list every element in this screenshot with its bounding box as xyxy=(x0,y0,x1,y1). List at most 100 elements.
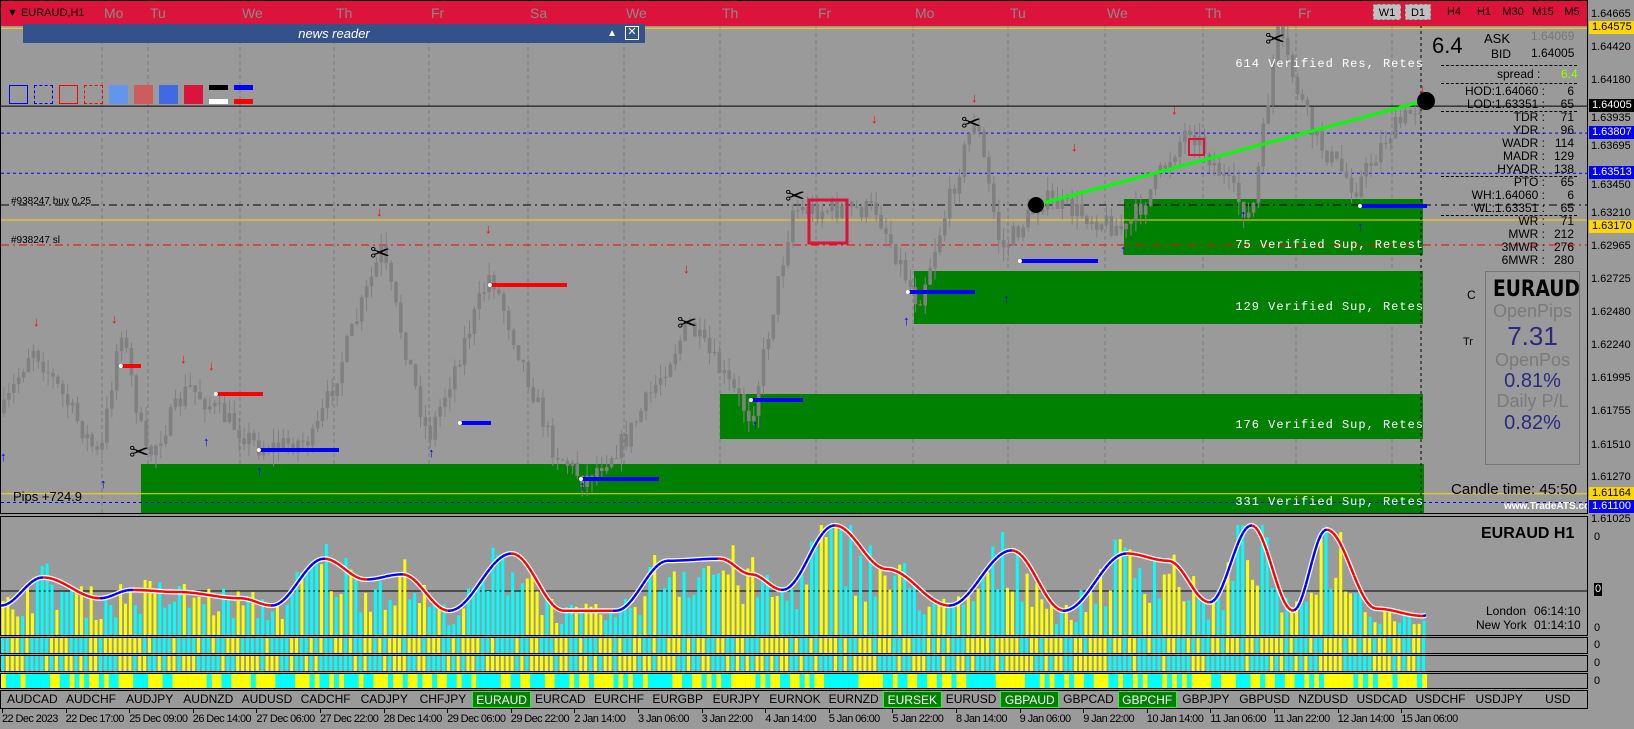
strip-segment xyxy=(716,674,722,688)
panel-symbol: EURAUD xyxy=(1492,277,1580,302)
candle xyxy=(1158,165,1163,173)
symbol-button-audnzd[interactable]: AUDNZD xyxy=(183,692,234,706)
timeframe-w1-button[interactable]: W1 xyxy=(1373,4,1401,20)
timeframe-m15[interactable]: M15 xyxy=(1532,6,1554,18)
strip-bar xyxy=(1113,638,1117,653)
strip-bar xyxy=(1417,638,1421,653)
strip-bar xyxy=(1157,656,1161,671)
fill-indianred-icon[interactable] xyxy=(134,85,153,104)
symbol-button-gbpjpy[interactable]: GBPJPY xyxy=(1182,692,1230,706)
osc-line xyxy=(1361,594,1368,602)
symbol-button-gbpusd[interactable]: GBPUSD xyxy=(1239,692,1290,706)
symbol-button-eurchf[interactable]: EURCHF xyxy=(594,692,644,706)
symbol-button-usdjpy[interactable]: USDJPY xyxy=(1475,692,1523,706)
osc-line xyxy=(51,577,56,581)
symbol-button-audcad[interactable]: AUDCAD xyxy=(6,692,58,706)
stop-loss-label[interactable]: #938247 sl xyxy=(11,235,60,246)
timeframe-h1[interactable]: H1 xyxy=(1476,6,1492,18)
symbol-button-eurnok[interactable]: EURNOK xyxy=(769,692,821,706)
osc-line xyxy=(533,576,540,584)
candle xyxy=(673,353,678,365)
line-blue-red-icon[interactable] xyxy=(234,85,253,104)
timeframe-m5[interactable]: M5 xyxy=(1564,6,1580,18)
strip-segment xyxy=(157,674,163,688)
strip-bar xyxy=(760,638,764,653)
strip-bar xyxy=(260,638,264,653)
rect-tool-blue-icon[interactable] xyxy=(9,85,28,104)
symbol-button-usd[interactable]: USD xyxy=(1545,692,1571,706)
rect-tool-blue-dashed-icon[interactable] xyxy=(34,85,53,104)
osc-bar xyxy=(99,619,103,635)
strip-segment xyxy=(1191,674,1197,688)
strip-segment xyxy=(687,674,692,688)
symbol-button-eurusd[interactable]: EURUSD xyxy=(945,692,997,706)
strip-segment xyxy=(1059,674,1065,688)
arrow-up-icon: ↑ xyxy=(256,463,263,478)
symbol-button-chfjpy[interactable]: CHFJPY xyxy=(419,692,467,706)
strip-bar xyxy=(1363,656,1367,671)
timeframe-h4[interactable]: H4 xyxy=(1446,6,1462,18)
rect-tool-red-dashed-icon[interactable] xyxy=(84,85,103,104)
symbol-button-eurcad[interactable]: EURCAD xyxy=(535,692,586,706)
osc-bar xyxy=(457,615,461,635)
close-icon[interactable]: ✕ xyxy=(625,26,639,40)
fill-lightblue-icon[interactable] xyxy=(109,85,128,104)
info-row-value: 6 xyxy=(1567,188,1574,202)
symbol-button-euraud[interactable]: EURAUD xyxy=(472,691,532,708)
symbol-button-cadchf[interactable]: CADCHF xyxy=(300,692,351,706)
symbol-button-eurnzd[interactable]: EURNZD xyxy=(828,692,879,706)
collapse-icon[interactable]: ▲ xyxy=(607,28,617,39)
price-axis[interactable]: 1.64665 1.64575 1.64420 1.64180 1.64005 1.639… xyxy=(1588,0,1634,530)
symbol-button-eurgbp[interactable]: EURGBP xyxy=(652,692,703,706)
candle xyxy=(570,462,575,466)
newyork-time: 01:14:10 xyxy=(1534,618,1581,632)
symbol-button-gbpaud[interactable]: GBPAUD xyxy=(1000,691,1060,708)
osc-bar xyxy=(79,586,83,635)
day-label: Mo xyxy=(104,5,124,21)
fill-royalblue-icon[interactable] xyxy=(159,85,178,104)
strip-segment xyxy=(1314,674,1320,688)
osc-bar xyxy=(1197,597,1201,635)
strip-bar xyxy=(549,638,553,653)
strip-bar xyxy=(760,656,764,671)
candle xyxy=(1418,111,1422,115)
osc-line xyxy=(426,593,431,599)
time-tick xyxy=(701,709,703,713)
strip-bar xyxy=(358,638,362,653)
chart-canvas[interactable]: ↓↓↓↓↓↓↓↓↓↓↓↓↑↑↑↑↑↑↑↑↑↑↑↑✂✂✂✂✂✂ xyxy=(1,1,1588,514)
candle xyxy=(374,262,379,277)
rect-tool-red-icon[interactable] xyxy=(59,85,78,104)
strip-bar xyxy=(1206,656,1210,671)
strip-axis-label: 0 xyxy=(1594,675,1601,687)
line-black-white-icon[interactable] xyxy=(209,85,228,104)
symbol-button-eurjpy[interactable]: EURJPY xyxy=(712,692,760,706)
timeframe-m30[interactable]: M30 xyxy=(1502,6,1524,18)
arrow-down-icon: ↓ xyxy=(180,351,187,366)
strip-segment xyxy=(887,674,893,688)
symbol-button-audusd[interactable]: AUDUSD xyxy=(241,692,293,706)
oscillator-panel[interactable]: EURAUD H1 London 06:14:10 New York 01:14… xyxy=(0,516,1588,636)
symbol-button-usdchf[interactable]: USDCHF xyxy=(1415,692,1466,706)
symbol-button-nzdusd[interactable]: NZDUSD xyxy=(1298,692,1349,706)
price-chart[interactable]: ↓↓↓↓↓↓↓↓↓↓↓↓↑↑↑↑↑↑↑↑↑↑↑↑✂✂✂✂✂✂ ▼ EURAUD,… xyxy=(0,0,1588,514)
symbol-button-cadjpy[interactable]: CADJPY xyxy=(360,692,408,706)
symbol-button-audjpy[interactable]: AUDJPY xyxy=(125,692,174,706)
symbol-button-usdcad[interactable]: USDCAD xyxy=(1356,692,1408,706)
strip-bar xyxy=(799,638,803,653)
strip-bar xyxy=(633,656,637,671)
symbol-button-eursek[interactable]: EURSEK xyxy=(882,691,942,708)
osc-line xyxy=(996,554,1001,559)
osc-line xyxy=(1020,554,1025,560)
osc-bar xyxy=(726,574,730,635)
buy-order-label[interactable]: #938247 buy 0.25 xyxy=(11,196,92,207)
news-reader-bar[interactable]: news reader ▲ ✕ xyxy=(23,24,645,43)
fill-crimson-icon[interactable] xyxy=(184,85,203,104)
strip-segment xyxy=(344,674,349,688)
strip-bar xyxy=(1392,656,1396,671)
timeframe-d1-button[interactable]: D1 xyxy=(1405,4,1431,20)
symbol-button-audchf[interactable]: AUDCHF xyxy=(65,692,116,706)
symbol-button-gbpcad[interactable]: GBPCAD xyxy=(1063,692,1114,706)
strip-segment xyxy=(329,674,335,688)
osc-bar xyxy=(153,593,157,635)
symbol-button-gbpchf[interactable]: GBPCHF xyxy=(1117,691,1177,708)
